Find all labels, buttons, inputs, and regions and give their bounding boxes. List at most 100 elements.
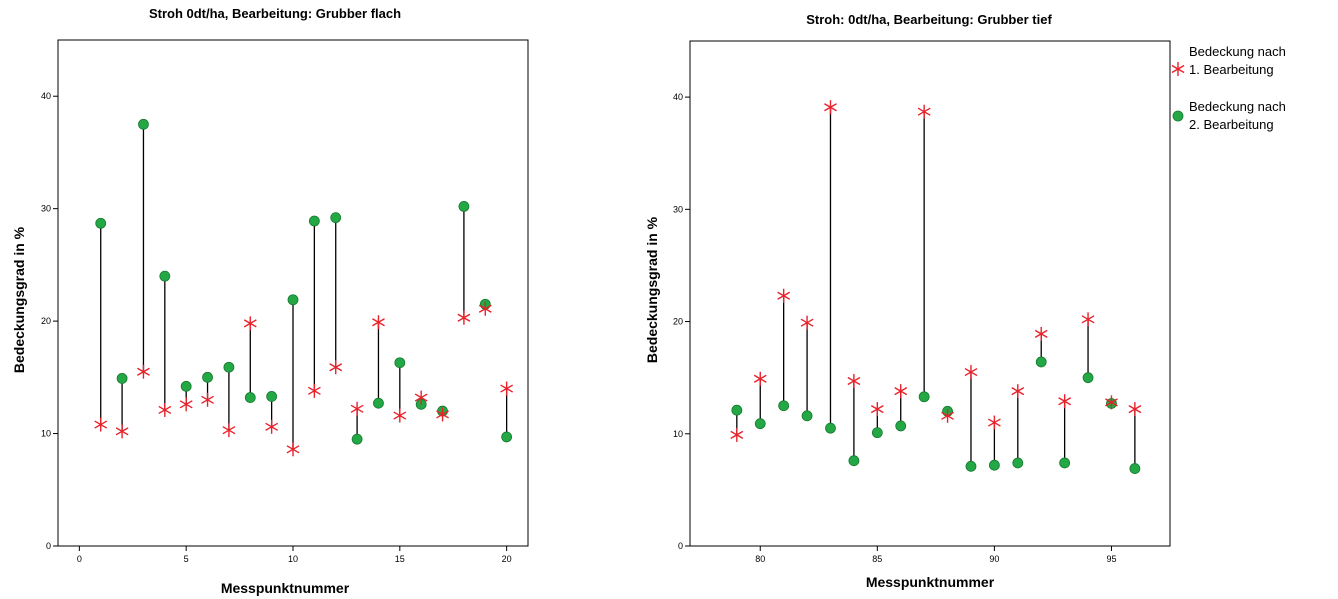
y-tick-label: 20 bbox=[41, 316, 51, 326]
star-point bbox=[307, 383, 321, 398]
star-point bbox=[894, 384, 908, 399]
axis-ticks: 0 5 10 15 20 0 10 20 30 40 bbox=[41, 91, 512, 564]
star-point bbox=[329, 360, 343, 375]
star-point bbox=[243, 316, 257, 331]
x-tick-label: 90 bbox=[989, 554, 999, 564]
star-point bbox=[941, 408, 954, 423]
chart-grubber-tief: Stroh: 0dt/ha, Bearbeitung: Grubber tief… bbox=[644, 12, 1171, 590]
dot-point bbox=[731, 404, 743, 416]
dot-point bbox=[1012, 457, 1024, 469]
legend: Bedeckung nach 1. Bearbeitung Bedeckung … bbox=[1171, 44, 1286, 132]
star-point bbox=[222, 423, 236, 438]
dot-point bbox=[458, 201, 470, 212]
star-point bbox=[1128, 402, 1142, 417]
dot-point bbox=[965, 460, 977, 472]
star-point bbox=[847, 374, 861, 389]
star-point bbox=[115, 424, 129, 439]
dot-point bbox=[895, 420, 907, 432]
x-tick-label: 0 bbox=[77, 554, 82, 564]
legend-dot-marker bbox=[1172, 110, 1184, 122]
stems bbox=[736, 107, 1136, 469]
dot-point bbox=[871, 427, 883, 439]
y-tick-label: 30 bbox=[41, 204, 51, 214]
y-tick-label: 20 bbox=[673, 317, 683, 327]
x-tick-label: 85 bbox=[872, 554, 882, 564]
legend-label-line2: 1. Bearbeitung bbox=[1189, 62, 1274, 77]
data-marks bbox=[730, 100, 1142, 474]
dot-point bbox=[202, 371, 213, 383]
dot-point bbox=[287, 294, 299, 306]
star-point bbox=[917, 104, 931, 119]
y-tick-label: 10 bbox=[673, 429, 683, 439]
star-point bbox=[800, 315, 814, 330]
dot-point bbox=[95, 217, 107, 229]
star-point bbox=[478, 301, 492, 316]
legend-item-star: Bedeckung nach 1. Bearbeitung bbox=[1171, 44, 1286, 77]
x-axis-label: Messpunktnummer bbox=[221, 580, 350, 596]
dot-point bbox=[308, 215, 320, 227]
plot-frame bbox=[57, 39, 529, 547]
dot-point bbox=[754, 418, 766, 430]
star-point bbox=[1105, 395, 1118, 410]
dot-point bbox=[373, 397, 384, 409]
y-tick-label: 40 bbox=[41, 91, 51, 101]
dot-point bbox=[223, 361, 235, 373]
dot-point bbox=[266, 391, 278, 402]
dot-point bbox=[351, 433, 363, 445]
star-point bbox=[1034, 326, 1048, 341]
star-point bbox=[414, 390, 428, 405]
dot-point bbox=[330, 212, 342, 224]
dot-point bbox=[918, 391, 930, 403]
star-point bbox=[870, 402, 884, 417]
star-point bbox=[265, 419, 279, 434]
legend-label-line1: Bedeckung nach bbox=[1189, 99, 1286, 114]
legend-item-dot: Bedeckung nach 2. Bearbeitung bbox=[1172, 99, 1286, 132]
star-point bbox=[753, 371, 767, 386]
dot-point bbox=[1059, 457, 1071, 469]
y-axis-label: Bedeckungsgrad in % bbox=[644, 216, 660, 363]
x-tick-label: 15 bbox=[395, 554, 405, 564]
legend-dot-icon bbox=[1172, 110, 1184, 122]
dot-point bbox=[801, 410, 813, 422]
y-tick-label: 30 bbox=[673, 204, 683, 214]
dot-point bbox=[1035, 356, 1047, 368]
star-point bbox=[393, 408, 407, 423]
star-point bbox=[730, 427, 744, 442]
axis-ticks: 80 85 90 95 0 10 20 30 40 bbox=[673, 92, 1116, 564]
data-marks bbox=[94, 118, 514, 457]
star-point bbox=[824, 100, 837, 115]
x-tick-label: 10 bbox=[288, 554, 298, 564]
star-point bbox=[1081, 312, 1095, 327]
stems bbox=[100, 124, 508, 450]
dot-point bbox=[848, 455, 860, 467]
star-point bbox=[964, 365, 978, 380]
x-axis-label: Messpunktnummer bbox=[866, 574, 995, 590]
star-point bbox=[158, 402, 172, 417]
star-point bbox=[286, 442, 300, 457]
dot-point bbox=[180, 380, 192, 392]
star-point bbox=[1058, 394, 1072, 409]
y-axis-label: Bedeckungsgrad in % bbox=[11, 226, 27, 373]
star-point bbox=[777, 288, 791, 303]
y-tick-label: 0 bbox=[46, 541, 51, 551]
star-point bbox=[137, 364, 150, 379]
x-tick-label: 80 bbox=[755, 554, 765, 564]
star-point bbox=[179, 397, 193, 412]
legend-star-icon bbox=[1171, 62, 1185, 76]
chart-title: Stroh: 0dt/ha, Bearbeitung: Grubber tief bbox=[806, 12, 1052, 27]
star-point bbox=[500, 381, 514, 396]
dot-point bbox=[244, 392, 256, 403]
legend-label-line2: 2. Bearbeitung bbox=[1189, 117, 1274, 132]
star-point bbox=[987, 415, 1001, 430]
dot-point bbox=[138, 118, 149, 130]
dot-point bbox=[825, 422, 836, 434]
dot-point bbox=[501, 431, 513, 443]
star-point bbox=[350, 401, 364, 416]
chart-title: Stroh 0dt/ha, Bearbeitung: Grubber flach bbox=[149, 6, 401, 21]
legend-label-line1: Bedeckung nach bbox=[1189, 44, 1286, 59]
dot-point bbox=[116, 373, 128, 384]
chart-grubber-flach: Stroh 0dt/ha, Bearbeitung: Grubber flach… bbox=[11, 6, 529, 596]
dot-point bbox=[778, 400, 790, 412]
legend-star-marker bbox=[1171, 62, 1185, 76]
x-tick-label: 5 bbox=[184, 554, 189, 564]
